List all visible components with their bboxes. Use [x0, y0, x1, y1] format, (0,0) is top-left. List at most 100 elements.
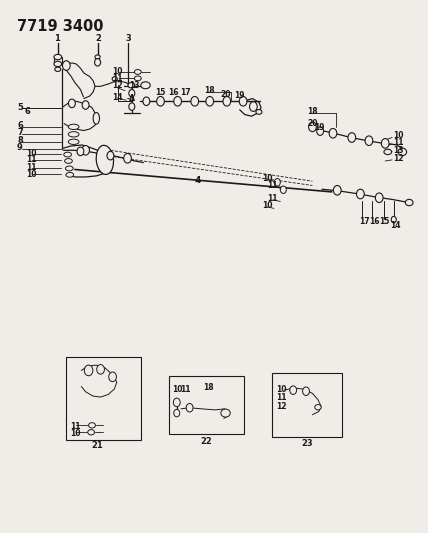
Ellipse shape	[68, 132, 79, 137]
Circle shape	[329, 128, 337, 138]
Circle shape	[68, 99, 75, 108]
Text: 11: 11	[70, 422, 80, 431]
Ellipse shape	[55, 67, 61, 71]
Text: 10: 10	[70, 429, 80, 438]
Ellipse shape	[134, 69, 141, 74]
Text: 9: 9	[17, 143, 23, 152]
Circle shape	[97, 365, 104, 374]
Circle shape	[84, 365, 93, 376]
Circle shape	[223, 96, 231, 106]
Circle shape	[309, 122, 316, 132]
Text: 15: 15	[380, 217, 390, 226]
Text: 18: 18	[205, 86, 215, 95]
Text: 10: 10	[112, 68, 123, 76]
Text: 11: 11	[268, 195, 278, 203]
Circle shape	[191, 96, 199, 106]
Text: 12: 12	[112, 81, 123, 90]
Circle shape	[77, 147, 84, 156]
Bar	[66, 357, 141, 440]
Text: 10: 10	[172, 385, 183, 393]
Ellipse shape	[93, 112, 99, 124]
Text: 11: 11	[276, 393, 287, 401]
Circle shape	[365, 136, 373, 146]
Circle shape	[129, 103, 135, 110]
Text: 14: 14	[390, 221, 401, 230]
Circle shape	[317, 127, 324, 135]
Circle shape	[239, 96, 247, 106]
Ellipse shape	[256, 110, 262, 115]
Text: 11: 11	[268, 181, 278, 190]
Text: 2: 2	[95, 34, 101, 43]
Text: 22: 22	[200, 437, 212, 446]
Circle shape	[250, 102, 257, 111]
Ellipse shape	[64, 152, 71, 157]
Circle shape	[107, 151, 114, 160]
Circle shape	[143, 97, 150, 106]
Text: 6: 6	[25, 107, 31, 116]
Ellipse shape	[384, 149, 392, 155]
Circle shape	[174, 409, 180, 417]
Ellipse shape	[398, 148, 407, 156]
Ellipse shape	[89, 423, 95, 428]
Text: 8: 8	[17, 136, 23, 144]
Ellipse shape	[112, 77, 117, 81]
Circle shape	[375, 193, 383, 203]
Ellipse shape	[95, 55, 100, 59]
Text: 1: 1	[54, 34, 60, 43]
Circle shape	[206, 96, 214, 106]
Text: 10: 10	[26, 149, 36, 158]
Circle shape	[186, 403, 193, 412]
Circle shape	[62, 61, 70, 70]
Ellipse shape	[128, 83, 135, 88]
Circle shape	[109, 372, 116, 382]
Text: -Δ: -Δ	[126, 94, 135, 103]
Text: 13: 13	[129, 81, 140, 90]
Text: 18: 18	[203, 383, 214, 392]
Text: 10: 10	[276, 385, 287, 393]
Ellipse shape	[65, 166, 73, 171]
Text: 11: 11	[393, 139, 404, 147]
Circle shape	[290, 386, 297, 394]
Circle shape	[173, 398, 180, 407]
Text: 17: 17	[181, 88, 191, 97]
Circle shape	[174, 96, 181, 106]
Text: 14: 14	[112, 93, 123, 101]
Ellipse shape	[54, 54, 62, 60]
Text: 16: 16	[369, 217, 380, 226]
Ellipse shape	[141, 82, 150, 88]
Circle shape	[333, 185, 341, 195]
Text: 11: 11	[180, 385, 190, 393]
Text: 23: 23	[301, 439, 313, 448]
Text: 11: 11	[26, 156, 36, 164]
Text: 19: 19	[315, 124, 325, 132]
Text: 5: 5	[17, 103, 23, 112]
Text: 15: 15	[155, 88, 165, 97]
Ellipse shape	[134, 76, 141, 80]
Circle shape	[303, 387, 309, 395]
Ellipse shape	[88, 430, 95, 435]
Text: 3: 3	[125, 34, 131, 43]
Circle shape	[82, 101, 89, 109]
Text: 10: 10	[262, 174, 273, 183]
Circle shape	[157, 96, 164, 106]
Text: 11: 11	[112, 74, 123, 83]
Ellipse shape	[221, 409, 230, 417]
Circle shape	[95, 59, 101, 66]
Ellipse shape	[68, 124, 79, 130]
Text: 12: 12	[393, 155, 404, 163]
Text: 19: 19	[235, 92, 245, 100]
Text: 10: 10	[26, 170, 36, 179]
Circle shape	[82, 146, 89, 155]
Text: 4: 4	[195, 176, 201, 184]
Text: 16: 16	[168, 88, 178, 97]
Circle shape	[357, 189, 364, 199]
Circle shape	[280, 186, 286, 193]
Text: 10: 10	[393, 132, 404, 140]
Circle shape	[348, 133, 356, 142]
Ellipse shape	[66, 172, 74, 177]
Text: 17: 17	[359, 217, 369, 226]
Text: 10: 10	[262, 201, 273, 210]
Circle shape	[391, 216, 396, 223]
Ellipse shape	[405, 199, 413, 206]
Text: 7: 7	[17, 128, 23, 137]
